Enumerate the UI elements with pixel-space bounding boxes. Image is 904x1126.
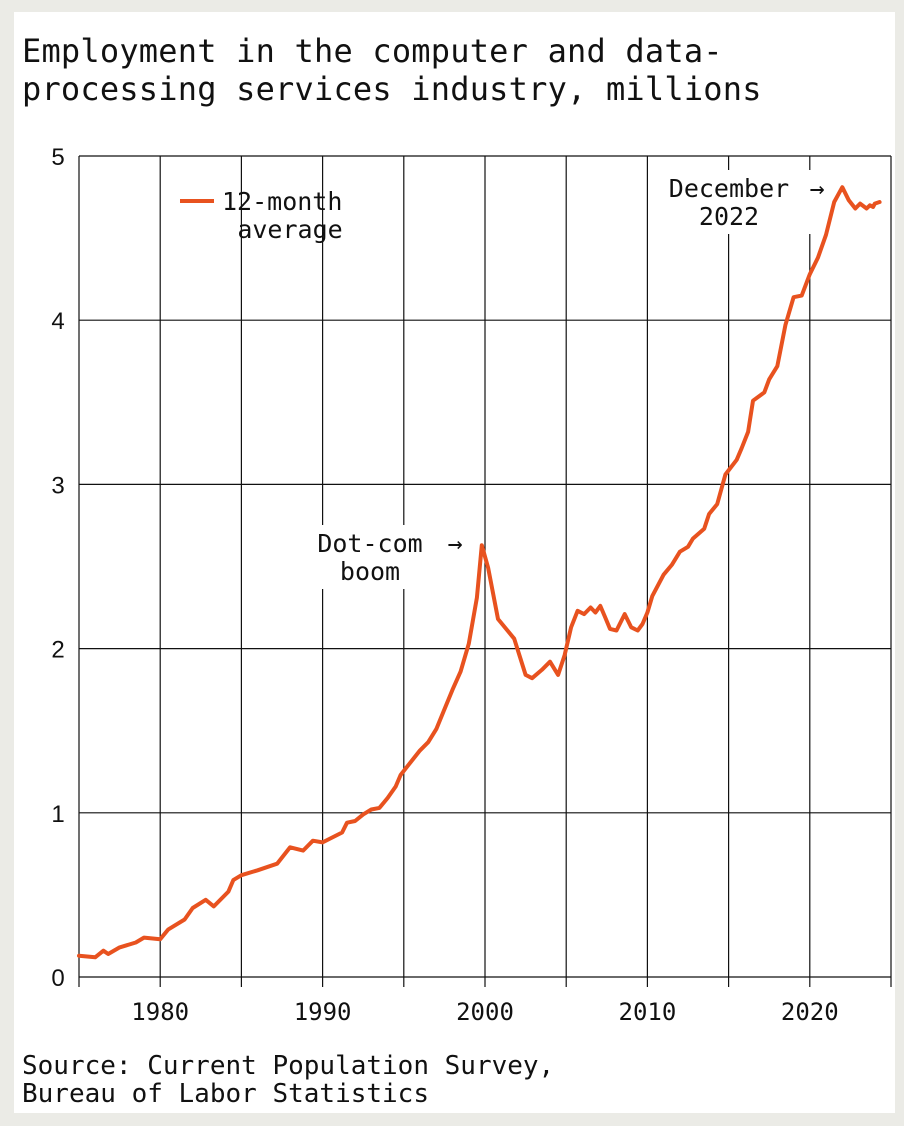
x-tick-label: 1980 [131, 998, 189, 1026]
december-annotation-line-2: 2022 [699, 202, 759, 231]
chart-title-line-1: Employment in the computer and data- [22, 32, 723, 70]
axis-tick-labels: 0 1 2 3 4 5 1980 1990 2000 2010 2020 [51, 144, 838, 1026]
grid [78, 155, 892, 987]
series [77, 185, 882, 960]
december-annotation-line-1: December [669, 174, 789, 203]
source-note: Source: Current Population Survey, Burea… [22, 1052, 554, 1108]
x-tick-label: 2000 [456, 998, 514, 1026]
dotcom-annotation-line-1: Dot-com [317, 529, 422, 558]
legend: 12-month average [180, 187, 343, 244]
annotations: Dot-com → boom December → 2022 [308, 170, 842, 589]
chart-title: Employment in the computer and data- pro… [22, 32, 762, 108]
source-line-1: Source: Current Population Survey, [22, 1051, 555, 1081]
x-tick-label: 2010 [619, 998, 677, 1026]
chart-title-line-2: processing services industry, millions [22, 70, 762, 108]
y-tick-label: 1 [51, 801, 64, 828]
x-tick-label: 2020 [781, 998, 839, 1026]
december-annotation-background [662, 170, 842, 234]
y-tick-label: 4 [51, 308, 64, 335]
december-annotation-arrow-icon: → [809, 174, 824, 203]
y-tick-label: 2 [51, 637, 64, 664]
dotcom-annotation-line-2: boom [340, 557, 400, 586]
legend-label-line-1: 12-month [222, 187, 342, 216]
dotcom-annotation-background [308, 525, 478, 589]
legend-label-line-2: average [237, 215, 342, 244]
y-tick-label: 5 [51, 144, 64, 171]
source-line-2: Bureau of Labor Statistics [22, 1079, 429, 1109]
dotcom-annotation-arrow-icon: → [447, 529, 462, 558]
y-tick-label: 0 [51, 965, 64, 992]
series-line-0 [77, 185, 882, 960]
y-tick-label: 3 [51, 472, 64, 499]
x-tick-label: 1990 [294, 998, 352, 1026]
